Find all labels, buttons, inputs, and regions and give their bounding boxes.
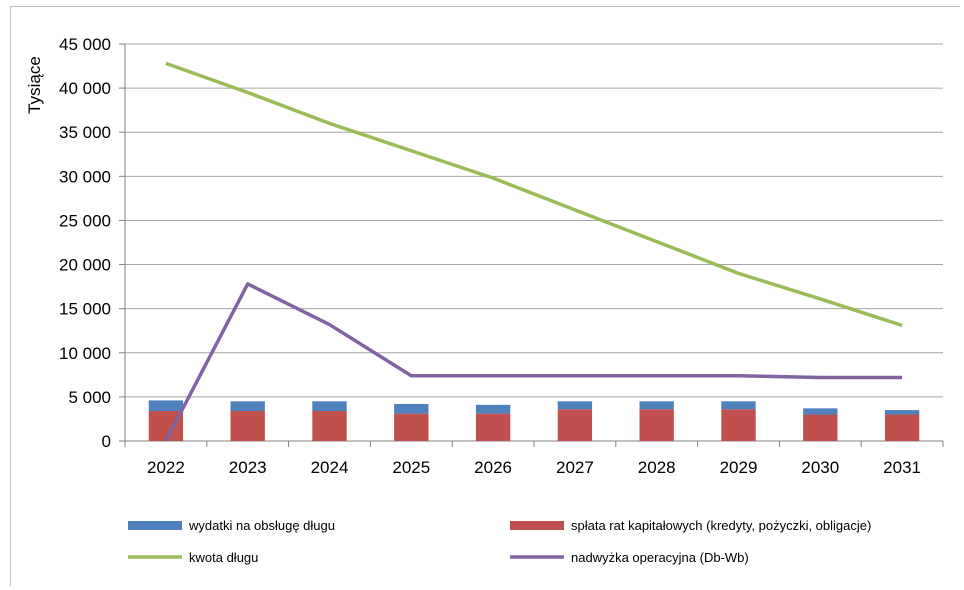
bar-wydatki-obsluga-2029	[721, 401, 756, 410]
y-tick-label: 40 000	[59, 79, 111, 98]
bar-splata-rat-2026	[475, 413, 511, 441]
legend-label: spłata rat kapitałowych (kredyty, pożycz…	[571, 518, 871, 533]
legend-label: nadwyżka operacyjna (Db-Wb)	[571, 550, 749, 565]
legend-label: wydatki na obsługę długu	[188, 518, 335, 533]
bar-splata-rat-2027	[557, 409, 593, 441]
y-tick-label: 10 000	[59, 344, 111, 363]
bar-splata-rat-2023	[230, 411, 265, 441]
bar-wydatki-obsluga-2028	[639, 401, 674, 410]
lines	[164, 61, 903, 442]
bar-wydatki-obsluga-2027	[557, 401, 593, 410]
bar-wydatki-obsluga-2031	[884, 410, 920, 415]
x-tick-label: 2024	[311, 458, 349, 477]
axes	[119, 43, 944, 447]
y-axis-label: Tysiące	[25, 56, 44, 114]
x-tick-label: 2029	[720, 458, 758, 477]
bar-wydatki-obsluga-2023	[230, 401, 265, 412]
bar-splata-rat-2024	[312, 411, 347, 441]
y-tick-label: 25 000	[59, 211, 111, 230]
legend: wydatki na obsługę długu spłata rat kapit…	[128, 518, 871, 565]
bar-wydatki-obsluga-2025	[394, 403, 429, 414]
x-tick-label: 2022	[147, 458, 185, 477]
bar-wydatki-obsluga-2022	[148, 400, 184, 412]
bar-wydatki-obsluga-2024	[312, 401, 347, 412]
x-tick-label: 2028	[638, 458, 676, 477]
bar-splata-rat-2028	[639, 409, 674, 441]
y-tick-label: 15 000	[59, 300, 111, 319]
y-tick-label: 45 000	[59, 35, 111, 54]
chart-frame	[10, 6, 960, 586]
legend-swatch	[510, 521, 564, 530]
line-nadwyzka-operacyjna	[164, 282, 903, 442]
x-tick-label: 2031	[883, 458, 921, 477]
x-tick-label: 2026	[474, 458, 512, 477]
bar-splata-rat-2031	[884, 414, 920, 441]
bar-splata-rat-2025	[394, 413, 429, 441]
y-tick-label: 0	[102, 432, 111, 451]
y-tick-label: 35 000	[59, 123, 111, 142]
bar-wydatki-obsluga-2026	[475, 404, 511, 414]
x-tick-label: 2025	[392, 458, 430, 477]
bar-wydatki-obsluga-2030	[803, 408, 838, 415]
x-tick-label: 2030	[801, 458, 839, 477]
bars	[148, 400, 920, 441]
bar-splata-rat-2030	[803, 414, 838, 441]
y-tick-label: 20 000	[59, 256, 111, 275]
legend-swatch	[128, 521, 182, 530]
gridlines	[125, 43, 943, 398]
tick-labels: 0 5 000 10 000 15 000 20 000 25 000 30 000 35 0…	[59, 35, 921, 477]
y-tick-label: 30 000	[59, 167, 111, 186]
bar-splata-rat-2029	[721, 409, 756, 441]
x-tick-label: 2027	[556, 458, 594, 477]
y-tick-label: 5 000	[68, 388, 111, 407]
line-kwota-dlugu	[165, 61, 903, 328]
x-tick-label: 2023	[229, 458, 267, 477]
legend-label: kwota długu	[189, 550, 258, 565]
